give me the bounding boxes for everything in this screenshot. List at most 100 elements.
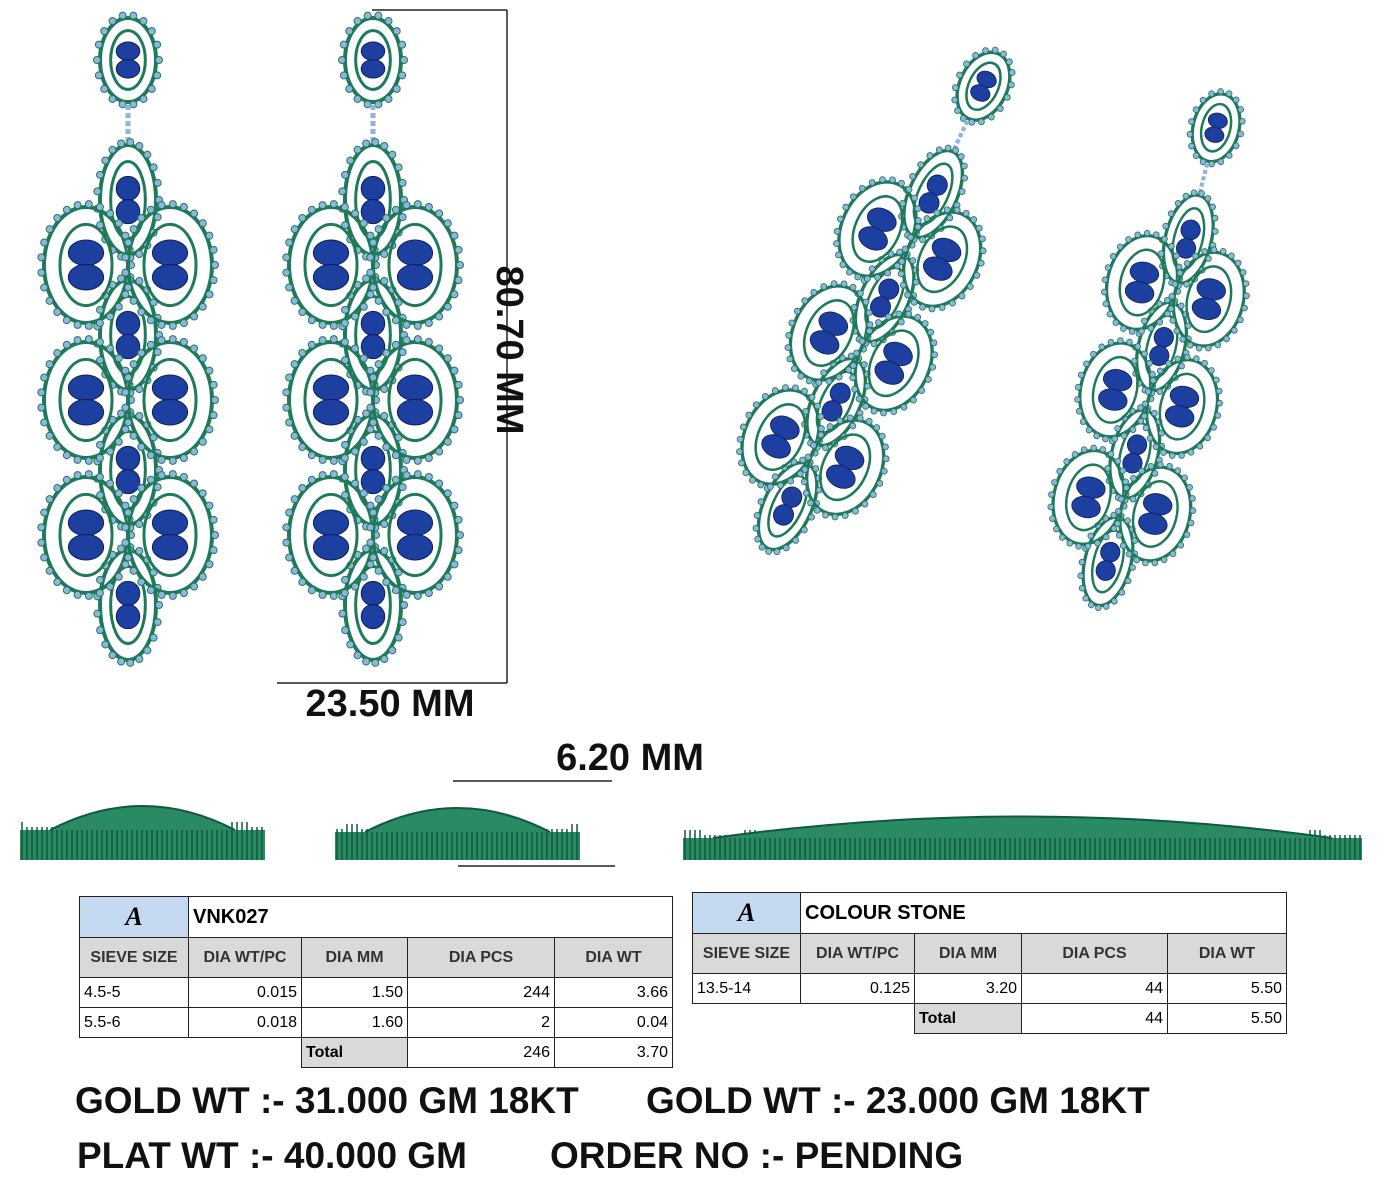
diamond — [917, 161, 925, 169]
diamond — [914, 313, 922, 321]
sapphire — [115, 580, 141, 607]
column-header: DIA WT — [553, 937, 674, 978]
diamond — [905, 185, 913, 193]
diamond — [814, 402, 821, 410]
diamond — [351, 344, 360, 353]
sapphire — [312, 533, 350, 561]
diamond — [351, 447, 360, 456]
diamond — [398, 71, 407, 80]
side-dome — [364, 807, 551, 833]
diamond — [388, 150, 397, 159]
diamond — [1090, 350, 1097, 358]
diamond — [835, 251, 842, 259]
diamond — [786, 355, 794, 363]
sapphire — [115, 175, 141, 202]
diamond — [118, 100, 127, 109]
diamond — [1214, 341, 1222, 349]
diamond — [868, 179, 876, 186]
diamond — [938, 304, 946, 311]
diamond — [1179, 336, 1186, 343]
diamond — [1100, 288, 1108, 296]
sapphire — [115, 603, 141, 630]
earring-front — [37, 11, 219, 667]
diamond — [1168, 452, 1176, 459]
setting — [1131, 480, 1179, 548]
diamond — [800, 478, 808, 486]
diamond — [889, 176, 896, 184]
diamond — [963, 60, 970, 68]
diamond — [849, 374, 857, 382]
diamond — [382, 443, 391, 452]
diamond — [1204, 195, 1212, 202]
diamond — [861, 500, 869, 508]
diamond — [84, 470, 93, 479]
diamond — [1151, 470, 1159, 477]
sapphire — [396, 509, 434, 537]
diamond — [353, 94, 362, 103]
diamond — [129, 225, 138, 234]
diamond — [179, 319, 188, 328]
diamond — [1147, 463, 1155, 470]
diamond — [96, 575, 105, 584]
diamond — [45, 360, 54, 369]
diamond — [121, 366, 130, 375]
diamond — [1190, 189, 1198, 197]
diamond — [1242, 280, 1250, 287]
setting — [58, 492, 114, 578]
diamond — [1141, 400, 1149, 408]
stone-cluster — [1167, 246, 1250, 352]
diamond — [124, 283, 133, 292]
diamond — [285, 373, 294, 382]
diamond — [179, 202, 188, 211]
diamond — [435, 479, 444, 488]
diamond — [1205, 344, 1212, 352]
diamond — [366, 403, 375, 412]
sapphire — [1153, 327, 1174, 348]
diamond — [804, 453, 812, 461]
table-cell: 0.018 — [188, 1007, 302, 1038]
diamond — [340, 202, 349, 211]
diamond — [353, 145, 362, 154]
diamond — [1212, 228, 1219, 235]
diamond — [363, 11, 372, 20]
table-cell: 0.015 — [188, 977, 302, 1008]
diamond — [1183, 531, 1191, 538]
diamond — [1176, 269, 1184, 277]
diamond — [380, 249, 389, 258]
diamond — [954, 107, 961, 115]
diamond — [137, 483, 146, 492]
diamond — [907, 233, 914, 241]
data-row: 5.5-6 0.018 1.60 2 0.04 — [79, 1007, 674, 1038]
sapphire — [67, 263, 105, 291]
spec-table: A VNK027 SIEVE SIZE DIA WT/PC DIA MM DIA PCS D… — [79, 896, 674, 1068]
diamond — [870, 407, 878, 415]
diamond — [849, 422, 857, 430]
diamond — [282, 268, 291, 277]
diamond — [285, 238, 294, 247]
stone-cluster — [833, 176, 922, 283]
diamond — [882, 443, 889, 451]
diamond — [899, 281, 907, 289]
diamond — [900, 403, 908, 411]
diamond — [815, 379, 823, 387]
diamond — [456, 531, 464, 539]
sapphire — [360, 468, 386, 495]
diamond — [1210, 246, 1218, 254]
diamond — [359, 572, 368, 581]
stone-cluster — [800, 414, 890, 521]
diamond — [1115, 532, 1123, 539]
diamond — [1074, 396, 1081, 403]
diamond — [1077, 371, 1085, 379]
diamond — [307, 316, 316, 325]
diamond — [95, 202, 104, 211]
diamond — [121, 560, 130, 569]
diamond — [966, 283, 974, 290]
diamond — [822, 444, 829, 452]
diamond — [282, 253, 291, 262]
artwork: 80.70 MM 23.50 MM 6.20 MM — [20, 9, 1362, 867]
diamond — [209, 276, 218, 285]
diamond — [359, 302, 368, 311]
diamond — [73, 320, 82, 329]
diamond — [402, 471, 411, 480]
diamond — [797, 372, 805, 380]
